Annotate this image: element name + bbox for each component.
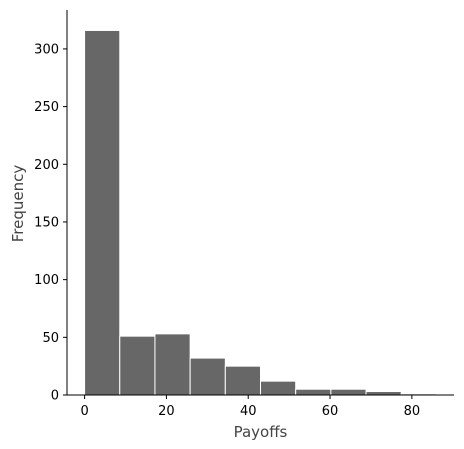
histogram-bar [260, 380, 297, 396]
y-tick-label: 250 [34, 100, 59, 115]
y-tick-label: 150 [34, 215, 59, 230]
histogram-bar [84, 29, 121, 396]
y-axis-label: Frequency [9, 165, 27, 243]
histogram-bar [119, 335, 156, 396]
x-tick-label: 20 [158, 404, 175, 419]
y-tick-label: 50 [42, 331, 59, 346]
y-tick-label: 300 [34, 42, 59, 57]
histogram-bar [365, 391, 402, 396]
y-ticks-group: 0 50 100 150 200 250 300 [34, 42, 67, 404]
histogram-bar [189, 357, 226, 396]
bars-group [84, 29, 437, 396]
y-tick-label: 200 [34, 158, 59, 173]
y-tick-label: 100 [34, 273, 59, 288]
histogram-bar [224, 365, 261, 396]
x-axis-label: Payoffs [234, 423, 288, 441]
x-tick-label: 60 [322, 404, 339, 419]
x-ticks-group: 0 20 40 60 80 [80, 395, 420, 419]
histogram-bar [330, 388, 367, 396]
histogram-bar [154, 333, 191, 396]
axes-group [66, 10, 454, 396]
x-tick-label: 0 [80, 404, 88, 419]
x-tick-label: 80 [404, 404, 421, 419]
x-tick-label: 40 [240, 404, 257, 419]
y-tick-label: 0 [51, 389, 59, 404]
histogram-bar [295, 388, 332, 396]
